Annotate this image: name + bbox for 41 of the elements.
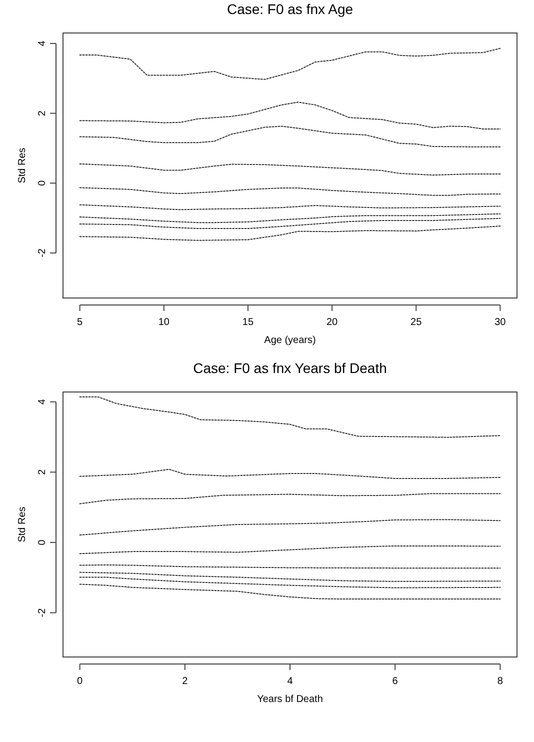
x-tick-label: 30 [494, 317, 506, 328]
y-tick-label: 2 [37, 468, 48, 475]
y-axis-title: Std Res [17, 506, 28, 542]
line-series [79, 576, 501, 588]
y-tick-label: 4 [37, 40, 48, 46]
line-series [79, 187, 501, 196]
y-tick-label: -2 [37, 608, 48, 618]
line-series [79, 126, 501, 148]
x-tick-label: 6 [392, 676, 398, 687]
y-tick-label: 0 [37, 539, 48, 546]
line-series [79, 468, 501, 479]
x-tick-label: 25 [410, 317, 422, 328]
x-tick-label: 8 [497, 676, 504, 687]
y-tick-label: -2 [37, 248, 48, 258]
x-tick-label: 10 [158, 317, 170, 328]
line-series [79, 213, 501, 224]
y-tick-label: 2 [37, 110, 48, 116]
x-tick-label: 20 [326, 317, 338, 328]
line-series [79, 396, 501, 438]
y-axis-title: Std Res [17, 148, 28, 184]
x-tick-label: 0 [77, 676, 84, 687]
chart-title: Case: F0 as fnx Age [226, 1, 354, 17]
line-series [79, 102, 501, 130]
y-tick-label: 0 [37, 180, 48, 186]
x-tick-label: 4 [287, 676, 294, 687]
line-series [79, 572, 501, 582]
line-series [79, 163, 501, 176]
line-series [79, 218, 501, 230]
y-tick-label: 4 [37, 398, 48, 405]
x-tick-label: 15 [242, 317, 254, 328]
line-series [79, 48, 501, 80]
x-axis-title: Years bf Death [257, 694, 323, 705]
line-series [79, 545, 501, 554]
chart-title: Case: F0 as fnx Years bf Death [193, 360, 387, 376]
line-series [79, 519, 501, 536]
x-tick-label: 5 [77, 317, 84, 328]
line-series [79, 584, 501, 600]
line-series [79, 493, 501, 504]
x-axis-title: Age (years) [264, 335, 316, 346]
x-tick-label: 2 [182, 676, 188, 687]
line-series [79, 226, 501, 241]
